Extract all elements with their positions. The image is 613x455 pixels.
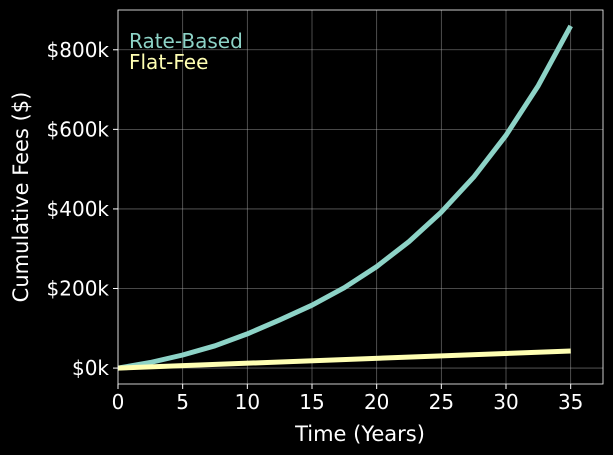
x-tick-label: 30 [493,390,518,414]
x-tick-label: 35 [558,390,583,414]
legend: Rate-Based Flat-Fee [129,29,243,74]
series-line-rate-based [117,24,573,371]
x-axis-ticks: 0 5 10 15 20 25 30 35 [112,384,583,414]
y-tick-label: $200k [47,277,110,301]
legend-item-rate-based: Rate-Based [129,29,243,53]
series-line-flat-fee [117,348,571,371]
x-tick-label: 15 [299,390,324,414]
plot-frame [117,9,604,385]
y-axis-label: Cumulative Fees ($) [9,92,33,303]
grid [117,10,603,384]
x-tick-label: 10 [235,390,260,414]
x-tick-label: 20 [364,390,389,414]
x-axis-label: Time (Years) [294,422,425,446]
y-tick-label: $0k [72,356,109,380]
y-axis-ticks: $0k $200k $400k $600k $800k [47,38,118,380]
x-tick-label: 25 [429,390,454,414]
legend-item-flat-fee: Flat-Fee [129,50,208,74]
y-tick-label: $400k [47,197,110,221]
x-tick-label: 0 [112,390,125,414]
y-tick-label: $600k [47,117,110,141]
y-tick-label: $800k [47,38,110,62]
series-layer [117,24,573,371]
x-tick-label: 5 [176,390,189,414]
